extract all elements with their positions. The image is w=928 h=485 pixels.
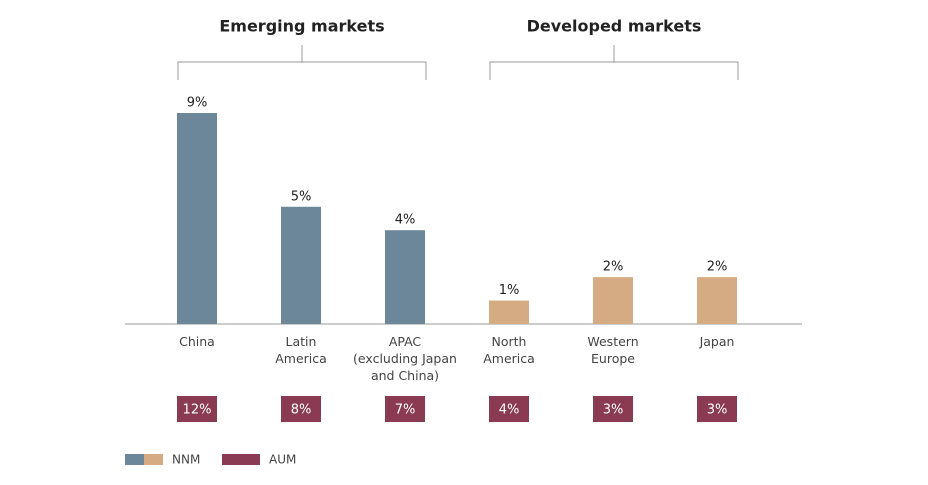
category-label: Western Europe [587, 334, 639, 366]
legend-swatch [222, 454, 260, 465]
bar [177, 113, 217, 324]
aum-label: 3% [603, 403, 624, 418]
aum-box [489, 396, 529, 422]
category-label: Japan [699, 334, 735, 349]
aum-label: 7% [395, 403, 416, 418]
aum-label: 12% [183, 403, 212, 418]
group-title: Developed markets [527, 17, 702, 36]
aum-label: 8% [291, 403, 312, 418]
aum-box [385, 396, 425, 422]
aum-label: 3% [707, 403, 728, 418]
aum-label: 4% [499, 403, 520, 418]
group-bracket [177, 45, 427, 80]
value-label: 4% [395, 213, 416, 228]
category-label: APAC (excluding Japan and China) [353, 334, 457, 383]
legend-swatch [144, 454, 163, 465]
bar [593, 277, 633, 324]
value-label: 1% [499, 283, 520, 298]
value-label: 9% [187, 96, 208, 111]
aum-box [281, 396, 321, 422]
legend-label: AUM [269, 453, 296, 467]
value-label: 2% [603, 260, 624, 275]
category-label: North America [483, 334, 535, 366]
aum-box [177, 396, 217, 422]
bar [281, 206, 321, 324]
category-label: China [179, 334, 215, 349]
aum-box [593, 396, 633, 422]
bar [489, 300, 529, 324]
bar [385, 230, 425, 324]
category-label: Latin America [275, 334, 327, 366]
group-title: Emerging markets [219, 17, 384, 36]
value-label: 5% [291, 189, 312, 204]
bar [697, 277, 737, 324]
group-bracket [489, 45, 739, 80]
legend-swatch [125, 454, 144, 465]
value-label: 2% [707, 260, 728, 275]
legend-label: NNM [172, 453, 200, 467]
aum-box [697, 396, 737, 422]
